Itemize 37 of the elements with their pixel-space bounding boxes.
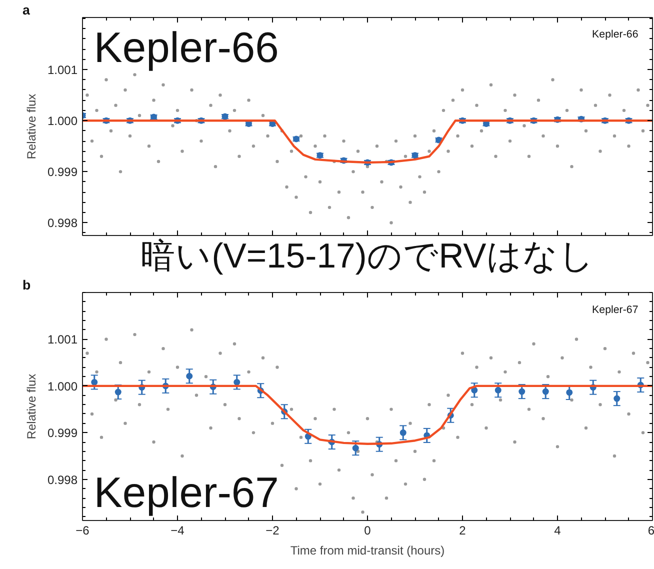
point xyxy=(494,386,502,394)
text: a xyxy=(22,2,30,18)
point xyxy=(566,389,573,396)
y-axis-title: Relative flux xyxy=(24,374,38,440)
annotation: Kepler-67 xyxy=(592,304,638,316)
y-tick-label: 1.001 xyxy=(47,332,78,347)
x-tick-label: −4 xyxy=(170,524,185,538)
y-tick-label: 1.000 xyxy=(47,379,78,394)
point xyxy=(234,378,240,386)
annotation: Kepler-67 xyxy=(94,469,279,518)
y-tick-label: 0.999 xyxy=(47,426,78,440)
point xyxy=(400,429,406,436)
x-axis-title: Time from mid-transit (hours) xyxy=(290,544,445,558)
y-tick-label: 1.001 xyxy=(47,63,78,78)
line-series xyxy=(82,384,652,445)
y-tick-label: 0.999 xyxy=(47,165,78,180)
point xyxy=(91,378,98,386)
x-tick-label: −2 xyxy=(266,524,280,538)
x-tick-label: −6 xyxy=(76,524,90,538)
point xyxy=(542,388,549,395)
x-tick-label: 2 xyxy=(459,524,466,538)
point xyxy=(614,395,620,402)
text: b xyxy=(22,278,31,292)
y-tick-label: 0.998 xyxy=(47,472,78,487)
annotation: Kepler-66 xyxy=(592,28,638,40)
point xyxy=(186,372,193,380)
point xyxy=(352,444,359,452)
annotation: Kepler-66 xyxy=(94,24,279,72)
y-axis-title: Relative flux xyxy=(24,94,38,160)
text: 暗い(V=15-17)のでRVはなし xyxy=(140,238,594,276)
point xyxy=(114,388,122,396)
point xyxy=(518,388,526,395)
y-tick-label: 0.998 xyxy=(47,216,78,230)
y-tick-label: 1.000 xyxy=(47,114,78,128)
x-tick-label: 0 xyxy=(364,524,372,538)
x-tick-label: 4 xyxy=(554,524,562,538)
x-tick-label: 6 xyxy=(648,524,654,538)
